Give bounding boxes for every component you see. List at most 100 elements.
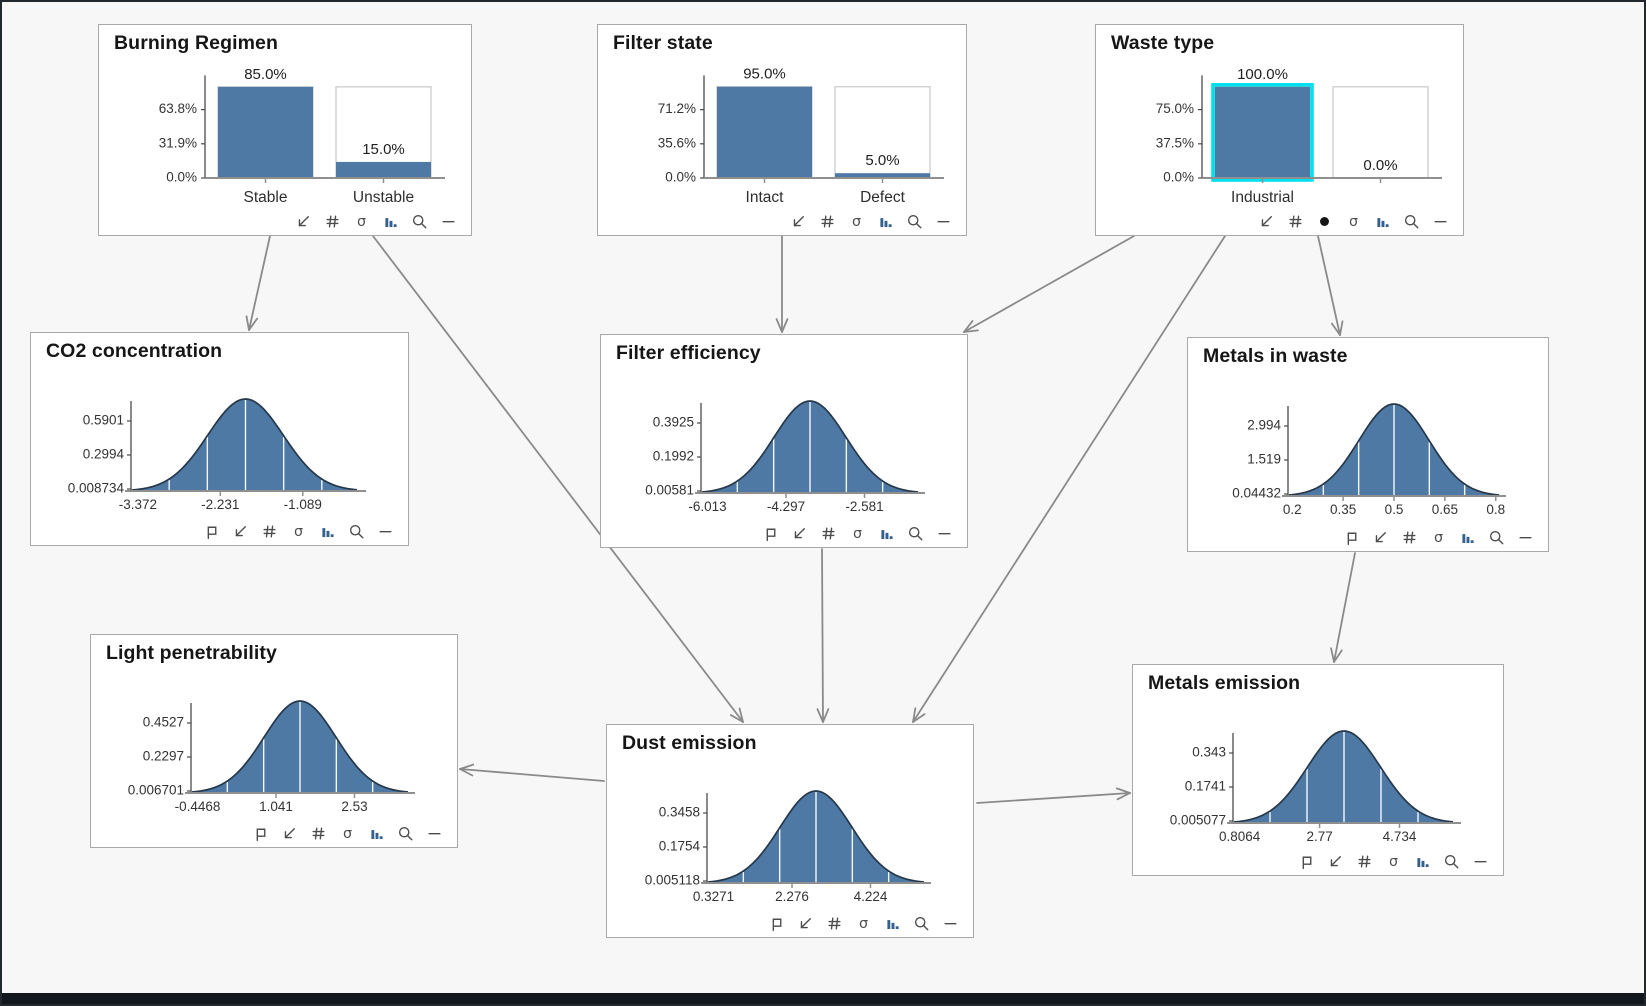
sigma-icon[interactable]: σ — [848, 213, 865, 230]
node-co2-concentration[interactable]: CO2 concentration 0.5901 0.2994 0.008734 -3.… — [30, 332, 409, 546]
collapse-arrow-icon[interactable] — [1258, 213, 1275, 230]
sigma-icon[interactable]: σ — [1385, 853, 1402, 870]
sigma-icon[interactable]: σ — [339, 825, 356, 842]
edge-waste-type-dust-emission[interactable] — [912, 235, 1226, 723]
bar-chart-icon[interactable] — [319, 523, 336, 540]
evidence-dot-icon[interactable] — [1316, 213, 1333, 230]
x-tick-label: 0.8 — [1486, 502, 1505, 517]
collapse-arrow-icon[interactable] — [791, 525, 808, 542]
node-toolbar: σ — [1258, 213, 1449, 230]
x-tick-label: 2.53 — [341, 799, 367, 814]
zoom-icon[interactable] — [913, 915, 930, 932]
edge-filter-efficiency-dust-emission[interactable] — [816, 548, 830, 723]
grid-icon[interactable] — [324, 213, 341, 230]
edge-burning-regimen-co2-concentration[interactable] — [245, 235, 271, 331]
state-bar-Industrial[interactable] — [1211, 82, 1314, 182]
monitor-flag-icon[interactable] — [252, 825, 269, 842]
grid-icon[interactable] — [261, 523, 278, 540]
zoom-icon[interactable] — [907, 525, 924, 542]
node-toolbar: σ — [768, 915, 959, 932]
distribution-curve — [1233, 730, 1454, 823]
grid-icon[interactable] — [820, 525, 837, 542]
grid-icon[interactable] — [819, 213, 836, 230]
zoom-icon[interactable] — [1488, 529, 1505, 546]
y-tick-label: 0.00581 — [645, 483, 694, 498]
monitor-flag-icon[interactable] — [203, 523, 220, 540]
bar-chart-icon[interactable] — [877, 213, 894, 230]
minimize-icon[interactable] — [1432, 213, 1449, 230]
zoom-icon[interactable] — [348, 523, 365, 540]
bar-chart-icon[interactable] — [878, 525, 895, 542]
node-light-penetrability[interactable]: Light penetrability 0.4527 0.2297 0.006701-… — [90, 634, 458, 848]
collapse-arrow-icon[interactable] — [295, 213, 312, 230]
edge-waste-type-filter-efficiency[interactable] — [963, 235, 1135, 333]
bar-chart-icon[interactable] — [1414, 853, 1431, 870]
minimize-icon[interactable] — [935, 213, 952, 230]
sigma-icon[interactable]: σ — [1345, 213, 1362, 230]
sigma-icon[interactable]: σ — [849, 525, 866, 542]
node-filter-efficiency[interactable]: Filter efficiency 0.3925 0.1992 0.00581 -6.0… — [600, 334, 968, 548]
node-title: Light penetrability — [106, 642, 277, 664]
edge-dust-emission-light-penetrability[interactable] — [459, 763, 605, 782]
y-tick-label: 2.994 — [1247, 418, 1281, 433]
zoom-icon[interactable] — [1443, 853, 1460, 870]
node-burning-regimen[interactable]: Burning Regimen 63.8% 31.9% 0.0% 85.0% Stable… — [98, 24, 472, 236]
x-tick-label: -3.372 — [119, 497, 157, 512]
bar-chart-icon[interactable] — [1459, 529, 1476, 546]
minimize-icon[interactable] — [936, 525, 953, 542]
sigma-icon[interactable]: σ — [353, 213, 370, 230]
state-bar-Defect[interactable] — [834, 86, 931, 179]
grid-icon[interactable] — [1401, 529, 1418, 546]
sigma-icon[interactable]: σ — [290, 523, 307, 540]
grid-icon[interactable] — [826, 915, 843, 932]
node-metals-in-waste[interactable]: Metals in waste 2.994 1.519 0.04432 0.2 0.35 0… — [1187, 337, 1549, 552]
zoom-icon[interactable] — [906, 213, 923, 230]
sigma-icon[interactable]: σ — [855, 915, 872, 932]
minimize-icon[interactable] — [377, 523, 394, 540]
state-bar-Intact[interactable] — [716, 86, 813, 179]
node-dust-emission[interactable]: Dust emission 0.3458 0.1754 0.005118 0.3271 2… — [606, 724, 974, 938]
edge-metals-in-waste-metals-emission[interactable] — [1330, 552, 1356, 663]
x-tick-label: 2.77 — [1306, 829, 1332, 844]
bar-chart-icon[interactable] — [368, 825, 385, 842]
node-waste-type[interactable]: Waste type 75.0% 37.5% 0.0% 100.0% Industrial… — [1095, 24, 1464, 236]
grid-icon[interactable] — [310, 825, 327, 842]
minimize-icon[interactable] — [942, 915, 959, 932]
collapse-arrow-icon[interactable] — [1327, 853, 1344, 870]
monitor-flag-icon[interactable] — [762, 525, 779, 542]
state-bar-Stable[interactable] — [217, 86, 314, 179]
zoom-icon[interactable] — [1403, 213, 1420, 230]
collapse-arrow-icon[interactable] — [281, 825, 298, 842]
monitor-flag-icon[interactable] — [1343, 529, 1360, 546]
sigma-icon[interactable]: σ — [1430, 529, 1447, 546]
minimize-icon[interactable] — [1472, 853, 1489, 870]
state-bar-Unstable[interactable] — [335, 86, 432, 179]
edge-waste-type-metals-in-waste[interactable] — [1317, 235, 1344, 336]
node-filter-state[interactable]: Filter state 71.2% 35.6% 0.0% 95.0% Intact 5.0… — [597, 24, 967, 236]
zoom-icon[interactable] — [411, 213, 428, 230]
grid-icon[interactable] — [1287, 213, 1304, 230]
edge-dust-emission-metals-emission[interactable] — [976, 787, 1131, 804]
bar-chart-icon[interactable] — [1374, 213, 1391, 230]
bar-value-label: 0.0% — [1363, 157, 1397, 174]
monitor-flag-icon[interactable] — [1298, 853, 1315, 870]
collapse-arrow-icon[interactable] — [797, 915, 814, 932]
zoom-icon[interactable] — [397, 825, 414, 842]
minimize-icon[interactable] — [1517, 529, 1534, 546]
bar-category-label: Defect — [860, 189, 905, 206]
bar-chart-icon[interactable] — [382, 213, 399, 230]
edge-burning-regimen-dust-emission[interactable] — [372, 235, 744, 723]
y-tick-label: 0.3458 — [659, 805, 700, 820]
grid-icon[interactable] — [1356, 853, 1373, 870]
edge-filter-state-filter-efficiency[interactable] — [775, 235, 789, 333]
minimize-icon[interactable] — [426, 825, 443, 842]
node-chart: 71.2% 35.6% 0.0% 95.0% Intact 5.0% Defect — [658, 66, 944, 206]
minimize-icon[interactable] — [440, 213, 457, 230]
collapse-arrow-icon[interactable] — [1372, 529, 1389, 546]
collapse-arrow-icon[interactable] — [790, 213, 807, 230]
collapse-arrow-icon[interactable] — [232, 523, 249, 540]
bar-chart-icon[interactable] — [884, 915, 901, 932]
node-metals-emission[interactable]: Metals emission 0.343 0.1741 0.005077 0.8064… — [1132, 664, 1504, 876]
monitor-flag-icon[interactable] — [768, 915, 785, 932]
